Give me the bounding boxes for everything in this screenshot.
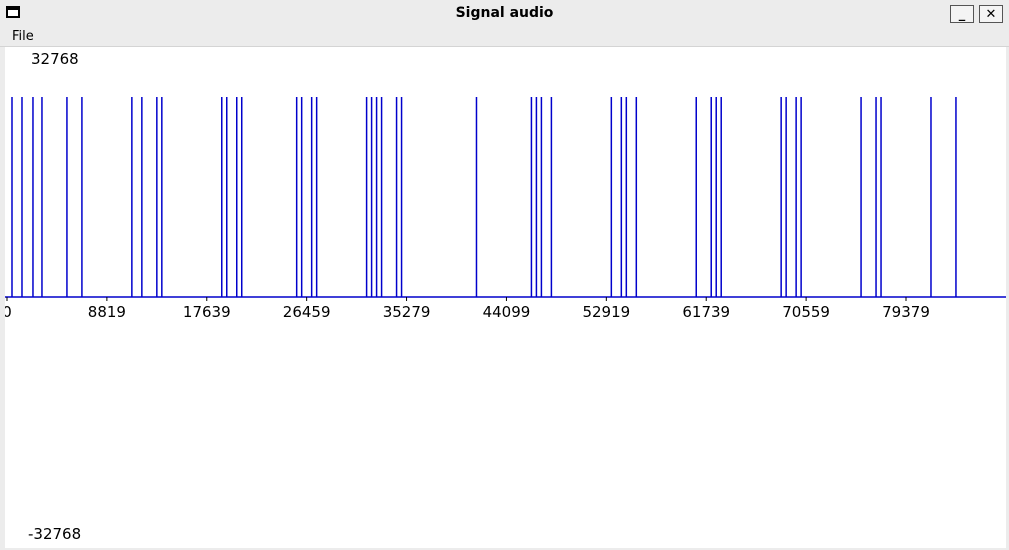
- x-tick-label: 70559: [782, 303, 830, 321]
- menu-file[interactable]: File: [12, 29, 34, 44]
- x-tick-label: 61739: [682, 303, 730, 321]
- window-title: Signal audio: [455, 5, 554, 21]
- x-tick-label: 35279: [383, 303, 431, 321]
- x-tick-label: 26459: [283, 303, 331, 321]
- minimize-button[interactable]: _: [950, 5, 974, 23]
- x-tick-label: 17639: [183, 303, 231, 321]
- x-tick-label: 0: [5, 303, 12, 321]
- window-menu-icon[interactable]: [6, 6, 20, 18]
- title-bar: Signal audio _ ✕: [0, 0, 1009, 28]
- menu-bar: File: [0, 28, 1009, 47]
- x-tick-label: 8819: [88, 303, 126, 321]
- x-tick-label: 44099: [483, 303, 531, 321]
- y-max-label: 32768: [31, 50, 79, 68]
- signal-canvas: 0 8819 17639 26459 35279 44099 52919 61739 70559…: [5, 47, 1006, 548]
- y-min-label: -32768: [28, 525, 82, 543]
- x-tick-label: 79379: [882, 303, 930, 321]
- waveform-plot: 0 8819 17639 26459 35279 44099 52919 61739 70559…: [5, 97, 1006, 321]
- x-tick-label: 52919: [582, 303, 630, 321]
- close-button[interactable]: ✕: [979, 5, 1003, 23]
